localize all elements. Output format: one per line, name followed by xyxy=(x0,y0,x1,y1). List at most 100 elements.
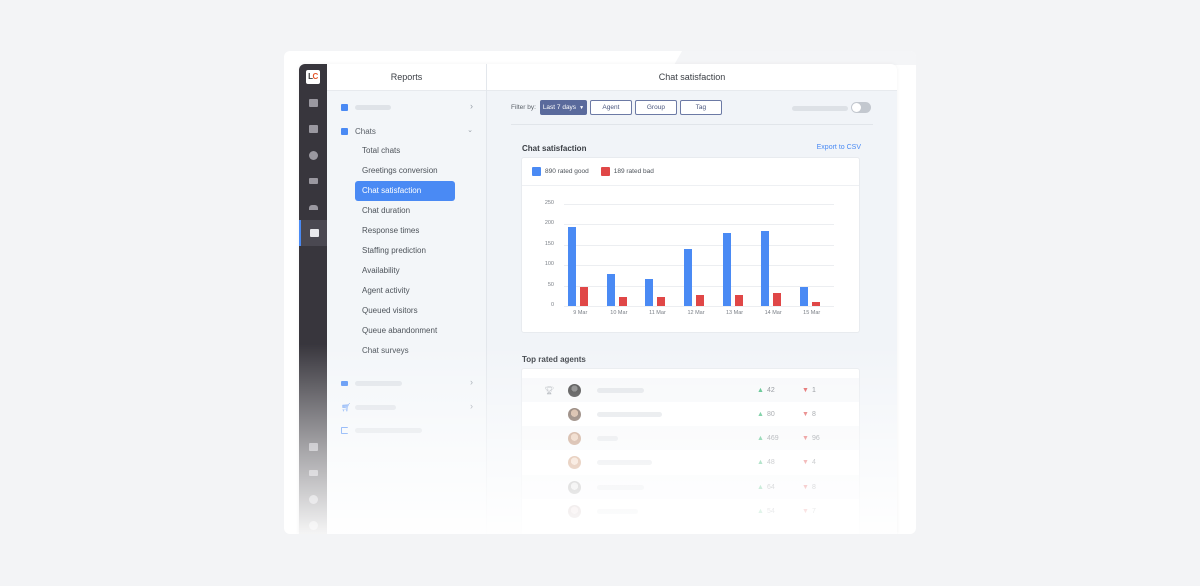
livechat-logo[interactable]: LC xyxy=(306,70,320,84)
agent-row[interactable]: 🏆︎ ▲ 42 ▼ 1 xyxy=(522,378,859,402)
nav-help[interactable] xyxy=(299,512,327,534)
group-filter-button[interactable]: Group xyxy=(634,100,677,115)
agent-row[interactable]: ▲ 80 ▼ 8 xyxy=(522,402,859,426)
filter-divider xyxy=(511,124,873,125)
bar-bad[interactable] xyxy=(773,292,782,306)
nav-billing[interactable] xyxy=(299,460,327,486)
chart-card: 890 rated good 189 rated bad 0 50 100 150 20… xyxy=(521,157,860,333)
legend-bad[interactable]: 189 rated bad xyxy=(600,167,654,176)
report-chat-surveys[interactable]: Chat surveys xyxy=(362,346,409,355)
group-label-placeholder xyxy=(355,404,396,410)
ticket-icon xyxy=(341,380,348,386)
thumbs-down-icon: ▼ xyxy=(802,410,809,418)
rated-good-count: ▲ 48 xyxy=(757,459,775,466)
bar-bad[interactable] xyxy=(734,295,743,306)
agent-filter-button[interactable]: Agent xyxy=(589,100,632,115)
chats-icon xyxy=(308,99,318,107)
bar-good[interactable] xyxy=(761,231,770,306)
group-label-placeholder xyxy=(355,104,391,110)
nav-contacts[interactable] xyxy=(299,116,327,142)
nav-tickets[interactable] xyxy=(299,168,327,194)
agent-name-placeholder xyxy=(597,435,618,441)
bar-bad[interactable] xyxy=(657,296,666,306)
rated-bad-count: ▼ 96 xyxy=(802,435,820,442)
reports-group-ecommerce[interactable]: 🛒︎ › xyxy=(341,400,473,414)
nav-apps[interactable] xyxy=(299,434,327,460)
thumbs-up-icon: ▲ xyxy=(757,410,764,418)
settings-icon xyxy=(308,494,318,504)
good-value: 42 xyxy=(766,386,775,394)
report-queued-visitors[interactable]: Queued visitors xyxy=(362,306,418,315)
bar-bad[interactable] xyxy=(618,297,627,306)
nav-agents[interactable] xyxy=(299,194,327,220)
agent-name-placeholder xyxy=(597,411,662,417)
reports-group-chats[interactable]: Chats ⌄ xyxy=(341,124,473,138)
agent-row[interactable]: ▲ 54 ▼ 7 xyxy=(522,499,859,523)
agent-row[interactable]: ▲ 469 ▼ 96 xyxy=(522,426,859,450)
avatar xyxy=(568,431,581,445)
reports-title: Reports xyxy=(327,64,486,91)
bar-bad[interactable] xyxy=(580,287,589,306)
avatar xyxy=(568,504,581,518)
y-tick-label: 200 xyxy=(544,220,554,227)
bar-good[interactable] xyxy=(568,227,577,306)
bad-value: 4 xyxy=(811,458,816,466)
filter-bar: Filter by: Last 7 days ▼ Agent Group Tag xyxy=(511,100,725,115)
agent-name-placeholder xyxy=(597,508,638,514)
top-agents-table: 🏆︎ ▲ 42 ▼ 1 ▲ 80 ▼ 8 xyxy=(521,368,860,534)
cart-icon: 🛒︎ xyxy=(341,402,352,412)
report-chat-satisfaction[interactable]: Chat satisfaction xyxy=(355,181,455,201)
bad-value: 7 xyxy=(811,507,816,515)
report-availability[interactable]: Availability xyxy=(362,266,400,275)
legend-good[interactable]: 890 rated good xyxy=(532,167,589,176)
report-staffing-prediction[interactable]: Staffing prediction xyxy=(362,246,426,255)
reports-group-exit[interactable] xyxy=(341,423,473,437)
bad-value: 96 xyxy=(811,434,820,442)
chats-group-label: Chats xyxy=(355,126,376,136)
export-csv-link[interactable]: Export to CSV xyxy=(816,144,861,151)
x-tick-label: 15 Mar xyxy=(803,310,821,316)
tag-filter-button[interactable]: Tag xyxy=(679,100,722,115)
bar-good[interactable] xyxy=(799,287,808,306)
screenshot-frame: LC Reports › xyxy=(284,51,916,534)
report-greetings-conversion[interactable]: Greetings conversion xyxy=(362,166,438,175)
report-total-chats[interactable]: Total chats xyxy=(362,146,401,155)
avatar xyxy=(568,407,581,421)
thumbs-down-icon: ▼ xyxy=(802,386,809,394)
bar-bad[interactable] xyxy=(811,302,820,306)
bar-good[interactable] xyxy=(606,273,615,306)
bar-good[interactable] xyxy=(645,279,654,306)
x-tick-label: 11 Mar xyxy=(649,310,666,316)
bar-bad[interactable] xyxy=(696,294,704,306)
report-agent-activity[interactable]: Agent activity xyxy=(362,286,410,295)
bar-good[interactable] xyxy=(684,248,692,306)
agent-row[interactable]: ▲ 64 ▼ 8 xyxy=(522,475,859,499)
date-range-dropdown[interactable]: Last 7 days ▼ xyxy=(539,100,587,115)
reports-group-calendar[interactable]: › xyxy=(341,100,473,114)
logo-c: C xyxy=(312,72,319,81)
reports-icon xyxy=(309,229,319,237)
nav-settings[interactable] xyxy=(299,486,327,512)
reports-group-tickets[interactable]: › xyxy=(341,376,473,390)
nav-chats[interactable] xyxy=(299,90,327,116)
agent-row[interactable]: ▲ 48 ▼ 4 xyxy=(522,450,859,474)
rated-bad-count: ▼ 8 xyxy=(802,484,816,491)
help-icon xyxy=(308,520,318,530)
avatar xyxy=(568,455,581,469)
gridline xyxy=(564,204,834,205)
report-chat-duration[interactable]: Chat duration xyxy=(362,206,411,215)
report-queue-abandonment[interactable]: Queue abandonment xyxy=(362,326,438,335)
chevron-right-icon: › xyxy=(470,401,473,411)
compare-toggle[interactable] xyxy=(851,102,871,113)
y-tick-label: 0 xyxy=(550,302,554,308)
report-response-times[interactable]: Response times xyxy=(362,226,420,235)
toggle-knob xyxy=(852,103,861,112)
apps-grid-icon xyxy=(308,443,318,451)
gridline xyxy=(564,244,834,246)
gridline xyxy=(564,265,834,267)
bar-good[interactable] xyxy=(722,232,731,306)
nav-history[interactable] xyxy=(299,142,327,168)
legend-divider xyxy=(522,185,859,186)
legend-bad-label: 189 rated bad xyxy=(613,168,654,175)
nav-reports[interactable] xyxy=(299,220,327,246)
